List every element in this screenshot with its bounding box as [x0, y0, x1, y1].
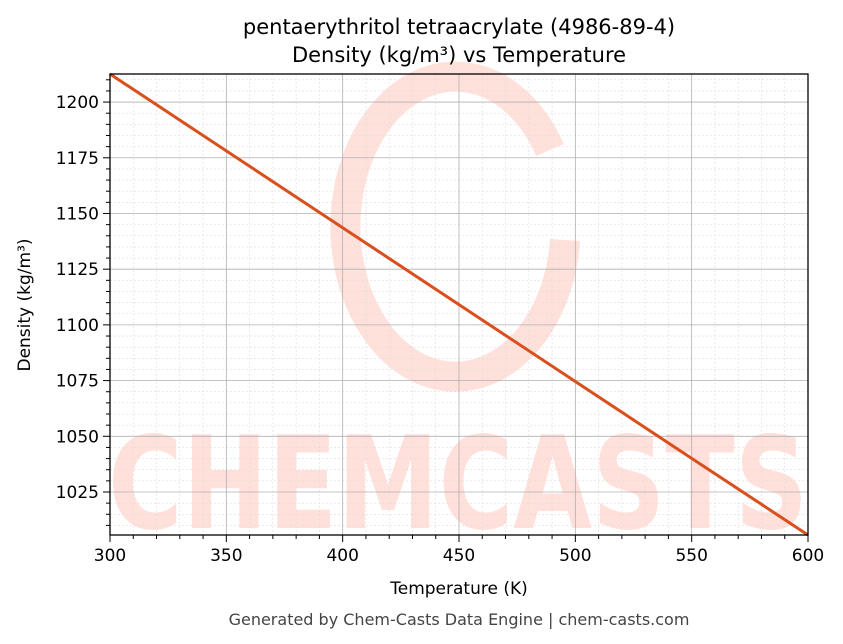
x-tick-label: 450 [443, 546, 475, 566]
x-tick-label: 350 [210, 546, 242, 566]
watermark-text: CHEMCASTS [108, 410, 808, 559]
y-tick-label: 1025 [56, 483, 99, 503]
chart-title: pentaerythritol tetraacrylate (4986-89-4… [243, 15, 675, 39]
y-tick-label: 1150 [56, 204, 99, 224]
y-tick-label: 1050 [56, 427, 99, 447]
chart-subtitle: Density (kg/m³) vs Temperature [292, 43, 626, 67]
x-tick-label: 550 [675, 546, 707, 566]
footer-text: Generated by Chem-Casts Data Engine | ch… [229, 610, 690, 629]
y-tick-label: 1100 [56, 316, 99, 336]
x-tick-label: 600 [792, 546, 824, 566]
x-axis-label: Temperature (K) [389, 579, 528, 599]
x-tick-label: 400 [326, 546, 358, 566]
y-axis-label: Density (kg/m³) [15, 238, 35, 371]
y-tick-label: 1200 [56, 93, 99, 113]
watermark-logo-circle [330, 61, 580, 392]
chemcasts-watermark: CHEMCASTS [108, 61, 808, 559]
x-tick-label: 300 [94, 546, 126, 566]
y-tick-label: 1175 [56, 149, 99, 169]
plot-frame [109, 73, 809, 536]
density-line [109, 72, 809, 537]
x-tick-label: 500 [559, 546, 591, 566]
y-tick-label: 1125 [56, 260, 99, 280]
y-tick-label: 1075 [56, 372, 99, 392]
